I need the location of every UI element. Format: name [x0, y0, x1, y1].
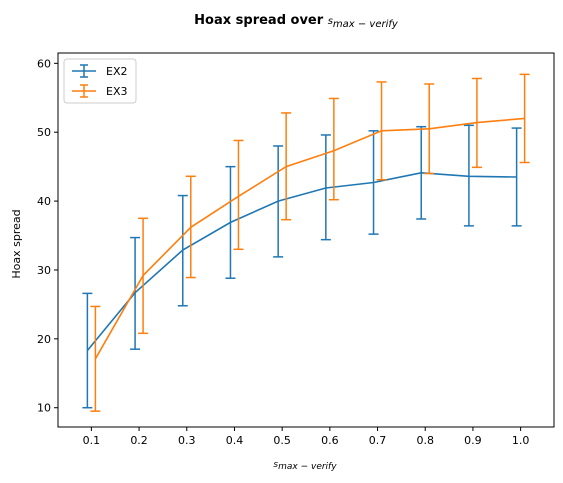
- title-text: Hoax spread over: [194, 13, 328, 28]
- x-tick-label: 1.0: [512, 434, 530, 447]
- x-tick-label: 0.9: [464, 434, 482, 447]
- xlabel-math: s: [273, 460, 278, 470]
- series-line: [86, 171, 517, 352]
- legend-label: EX2: [106, 65, 127, 78]
- x-tick-label: 0.4: [226, 434, 244, 447]
- series-ex3: [90, 73, 530, 412]
- legend-item-ex2: EX2: [72, 64, 127, 78]
- x-tick-label: 0.2: [130, 434, 148, 447]
- x-tick-label: 0.6: [321, 434, 339, 447]
- chart-title: Hoax spread over smax − verify: [194, 13, 399, 30]
- xlabel-math-sub: max − verify: [278, 462, 337, 472]
- legend: EX2 EX3: [63, 58, 137, 104]
- y-tick-label: 30: [37, 264, 51, 277]
- axes: 0.1 0.2 0.3 0.4 0.5 0.6 0.7 0.8 0.9 1.0 10 20 30 40 50…: [37, 57, 529, 447]
- x-tick-label: 0.8: [416, 434, 434, 447]
- x-tick-label: 0.3: [178, 434, 196, 447]
- series-ex2: [82, 124, 522, 409]
- x-tick-label: 0.1: [83, 434, 101, 447]
- y-tick-label: 40: [37, 195, 51, 208]
- y-tick-label: 60: [37, 57, 51, 70]
- plot-frame: [57, 52, 555, 428]
- legend-label: EX3: [106, 85, 127, 98]
- series-layer: [82, 73, 530, 412]
- x-tick-label: 0.5: [273, 434, 291, 447]
- y-tick-label: 10: [37, 402, 51, 415]
- title-math-sub: max − verify: [333, 19, 399, 30]
- y-tick-label: 50: [37, 126, 51, 139]
- x-axis-label: smax − verify: [273, 460, 337, 472]
- series-line: [94, 117, 525, 360]
- title-math: s: [328, 16, 333, 27]
- legend-box: [63, 58, 137, 104]
- y-tick-label: 20: [37, 333, 51, 346]
- x-tick-label: 0.7: [369, 434, 387, 447]
- y-axis-label: Hoax spread: [10, 209, 23, 278]
- legend-item-ex3: EX3: [72, 84, 127, 98]
